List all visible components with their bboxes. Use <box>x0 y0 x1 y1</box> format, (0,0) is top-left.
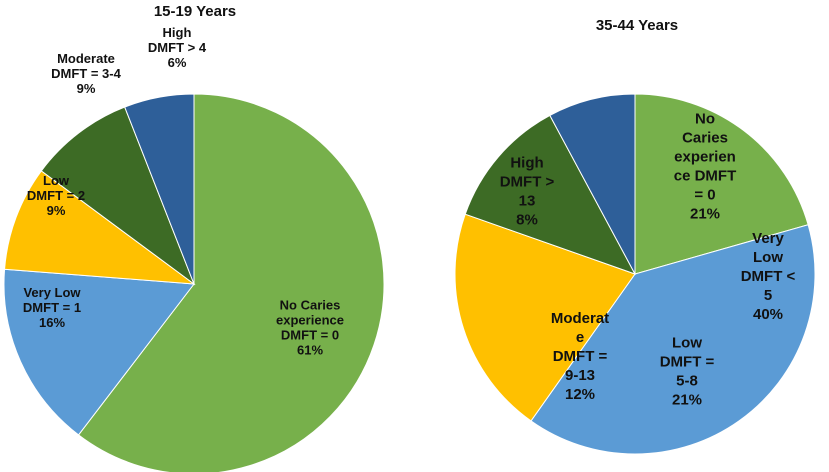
slice-label-line: DMFT = <box>660 354 715 371</box>
slice-label-line: No Caries <box>280 298 341 313</box>
slice-percent: 21% <box>672 392 702 409</box>
pie-15-19-years: No Caries experience DMFT = 0 61%Very Low DM… <box>3 25 385 472</box>
pie-slice-low <box>4 170 196 285</box>
slice-percent: 9% <box>47 203 66 218</box>
slice-percent: 61% <box>297 343 323 358</box>
chart-title-35-44: 35-44 Years <box>596 17 678 34</box>
slice-label-line: Moderate <box>57 51 115 66</box>
slice-label-line: DMFT = <box>553 348 608 365</box>
slice-label-line: High <box>163 25 192 40</box>
slice-label-line: DMFT = 1 <box>23 300 81 315</box>
slice-label-high: High DMFT > 13 8% <box>500 155 555 229</box>
slice-label-line: Very Low <box>23 285 81 300</box>
slice-percent: 40% <box>753 306 783 323</box>
slice-label-high: High DMFT > 4 6% <box>148 25 207 70</box>
pie-slice-low <box>454 213 636 422</box>
pie-slice-no <box>634 93 809 275</box>
slice-label-line: DMFT = 3-4 <box>51 66 121 81</box>
pie-slice-very <box>530 224 816 455</box>
slice-label-line: DMFT > <box>500 174 555 191</box>
slice-label-line: 9-13 <box>565 367 595 384</box>
slice-label-line: No <box>695 111 715 128</box>
slice-label-very-low: Very Low DMFT = 1 16% <box>23 285 82 330</box>
slice-label-line: = 0 <box>694 187 715 204</box>
pie-35-44-years: No Caries experien ce DMFT = 0 21% Very Low DMFT… <box>454 93 816 455</box>
slice-percent: 6% <box>168 55 187 70</box>
slice-label-line: DMFT < <box>741 268 796 285</box>
slice-label-no-caries: No Caries experience DMFT = 0 61% <box>276 298 344 358</box>
slice-label-low: Low DMFT = 2 9% <box>27 173 85 218</box>
slice-label-line: experien <box>674 149 736 166</box>
slice-label-line: Low <box>753 249 783 266</box>
pie-slice-moderat <box>464 114 637 275</box>
slice-percent: 9% <box>77 81 96 96</box>
slice-label-line: 5-8 <box>676 373 698 390</box>
slice-label-moderat: Moderat e DMFT = 9-13 12% <box>551 310 609 403</box>
slice-label-line: experience <box>276 313 344 328</box>
pie-slice-high <box>549 93 636 275</box>
slice-label-line: ce DMFT <box>674 168 737 185</box>
chart-title-15-19: 15-19 Years <box>154 3 236 20</box>
slice-label-moderate: Moderate DMFT = 3-4 9% <box>51 51 121 96</box>
slice-label-line: Low <box>672 335 702 352</box>
slice-label-line: e <box>576 329 584 346</box>
slice-label-low: Low DMFT = 5-8 21% <box>660 335 715 409</box>
pie-slice-no-caries <box>77 93 385 472</box>
pie-slice-high <box>124 93 195 285</box>
slice-percent: 12% <box>565 386 595 403</box>
slice-label-line: Caries <box>682 130 728 147</box>
slice-label-line: DMFT > 4 <box>148 40 207 55</box>
slice-label-line: 5 <box>764 287 772 304</box>
slice-label-no: No Caries experien ce DMFT = 0 21% <box>674 111 737 223</box>
slice-label-line: Moderat <box>551 310 609 327</box>
slice-label-line: Very <box>752 230 784 247</box>
slice-percent: 16% <box>39 315 65 330</box>
slice-percent: 21% <box>690 206 720 223</box>
pie-slice-very-low <box>3 268 195 436</box>
slice-label-line: DMFT = 0 <box>281 328 339 343</box>
slice-label-very: Very Low DMFT < 5 40% <box>741 230 796 323</box>
slice-label-line: High <box>510 155 543 172</box>
slice-percent: 8% <box>516 212 538 229</box>
slice-label-line: Low <box>43 173 70 188</box>
slice-label-line: 13 <box>519 193 536 210</box>
pie-slice-moderate <box>40 106 196 286</box>
slice-label-line: DMFT = 2 <box>27 188 85 203</box>
